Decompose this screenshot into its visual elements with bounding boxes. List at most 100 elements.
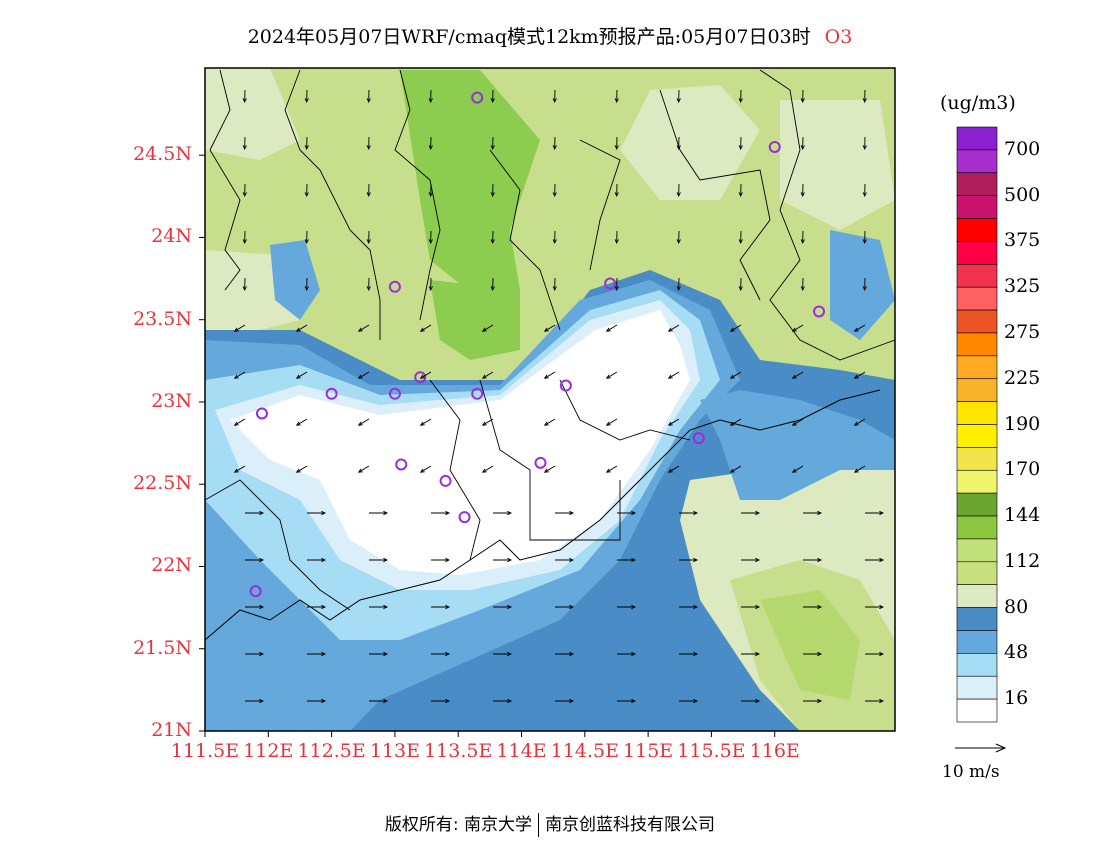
wind-vector-head bbox=[259, 698, 265, 704]
colorbar-label: 275 bbox=[1004, 320, 1041, 343]
wind-vector-head bbox=[552, 145, 557, 151]
colorbar-swatch bbox=[956, 172, 998, 196]
boundary-sw bbox=[205, 479, 351, 611]
lat-label: 23N bbox=[151, 389, 192, 412]
wind-vector-head bbox=[428, 192, 433, 198]
wind-vector-head bbox=[419, 468, 425, 473]
boundary-e bbox=[759, 69, 895, 361]
wind-vector-head bbox=[507, 510, 513, 516]
wind-vector-head bbox=[233, 327, 239, 332]
station-marker bbox=[471, 387, 484, 400]
colorbar-label: 325 bbox=[1004, 275, 1041, 298]
field-high-center bbox=[430, 280, 520, 360]
wind-vector bbox=[482, 465, 494, 473]
map-title: 2024年05月07日WRF/cmaq模式12km预报产品:05月07日03时 O… bbox=[0, 22, 1100, 49]
wind-vector-head bbox=[853, 421, 859, 426]
station-marker bbox=[395, 458, 408, 471]
wind-vector-head bbox=[543, 421, 549, 426]
colorbar-swatch bbox=[956, 447, 998, 471]
wind-vector bbox=[854, 418, 866, 426]
wind-vector-head bbox=[569, 698, 575, 704]
wind-vector-head bbox=[383, 604, 389, 610]
lon-label: 112E bbox=[243, 740, 294, 762]
wind-vector-head bbox=[366, 286, 371, 292]
wind-vector-head bbox=[552, 192, 557, 198]
wind-vector-head bbox=[357, 421, 363, 426]
station-marker bbox=[439, 474, 452, 487]
wind-vector-head bbox=[383, 510, 389, 516]
station-marker bbox=[559, 379, 572, 392]
colorbar-label: 700 bbox=[1004, 137, 1041, 160]
wind-vector bbox=[420, 418, 432, 426]
wind-vector-head bbox=[445, 604, 451, 610]
lon-label: 114.5E bbox=[550, 740, 619, 762]
wind-vector bbox=[668, 371, 680, 379]
wind-vector bbox=[854, 465, 866, 473]
wind-vector-head bbox=[791, 421, 797, 426]
field-ne-pale bbox=[780, 100, 895, 230]
wind-vector-head bbox=[667, 468, 673, 473]
wind-vector bbox=[544, 324, 556, 332]
wind-vector-head bbox=[667, 374, 673, 379]
colorbar-swatch bbox=[956, 241, 998, 265]
wind-vector-head bbox=[676, 286, 681, 292]
wind-vector-head bbox=[879, 651, 885, 657]
station-marker bbox=[534, 456, 547, 469]
station-marker bbox=[414, 371, 427, 384]
wind-vector-head bbox=[755, 651, 761, 657]
wind-vector-head bbox=[631, 510, 637, 516]
wind-vector-head bbox=[507, 698, 513, 704]
wind-vector-head bbox=[862, 286, 867, 292]
wind-reference-arrow bbox=[955, 743, 1007, 753]
lon-label: 112.5E bbox=[297, 740, 366, 762]
axis-ticks bbox=[199, 154, 776, 737]
wind-vector-head bbox=[507, 651, 513, 657]
colorbar-swatch bbox=[956, 264, 998, 288]
wind-vector bbox=[482, 418, 494, 426]
colorbar-label: 375 bbox=[1004, 229, 1041, 252]
wind-vector-head bbox=[366, 239, 371, 245]
colorbar-swatch bbox=[956, 698, 998, 723]
wind-vector-head bbox=[614, 192, 619, 198]
wind-vector bbox=[358, 418, 370, 426]
colorbar-label: 225 bbox=[1004, 366, 1041, 389]
wind-vector bbox=[358, 465, 370, 473]
colorbar-swatch bbox=[956, 149, 998, 174]
colorbar-swatch bbox=[956, 286, 998, 311]
species-label: O3 bbox=[824, 26, 853, 48]
wind-vector-head bbox=[631, 651, 637, 657]
wind-vector-head bbox=[693, 557, 699, 563]
wind-vector-head bbox=[614, 286, 619, 292]
station-marker bbox=[458, 511, 471, 524]
wind-vector-head bbox=[490, 239, 495, 245]
station-markers bbox=[249, 91, 826, 598]
wind-vector-head bbox=[366, 192, 371, 198]
wind-vector-head bbox=[879, 604, 885, 610]
wind-vector bbox=[792, 465, 804, 473]
wind-vector bbox=[854, 371, 866, 379]
wind-vector-head bbox=[614, 145, 619, 151]
colorbar-swatch bbox=[956, 378, 998, 402]
wind-vector-head bbox=[738, 98, 743, 104]
wind-vector bbox=[544, 465, 556, 473]
colorbar-label: 112 bbox=[1004, 549, 1041, 572]
wind-vector-head bbox=[693, 510, 699, 516]
lon-label: 116E bbox=[749, 740, 800, 762]
wind-vector bbox=[482, 371, 494, 379]
wind-vector-head bbox=[738, 192, 743, 198]
wind-vector-head bbox=[357, 468, 363, 473]
wind-vector-head bbox=[445, 510, 451, 516]
wind-vector-head bbox=[791, 374, 797, 379]
colorbar-swatch bbox=[956, 584, 998, 608]
wind-vector bbox=[792, 418, 804, 426]
wind-vector-head bbox=[800, 239, 805, 245]
wind-vector-head bbox=[357, 374, 363, 379]
wind-vector-head bbox=[569, 510, 575, 516]
wind-vector-head bbox=[419, 421, 425, 426]
wind-reference-label: 10 m/s bbox=[942, 762, 1000, 782]
wind-vector-head bbox=[791, 468, 797, 473]
wind-vector bbox=[730, 371, 742, 379]
wind-vector-head bbox=[321, 698, 327, 704]
lon-label: 114E bbox=[496, 740, 547, 762]
